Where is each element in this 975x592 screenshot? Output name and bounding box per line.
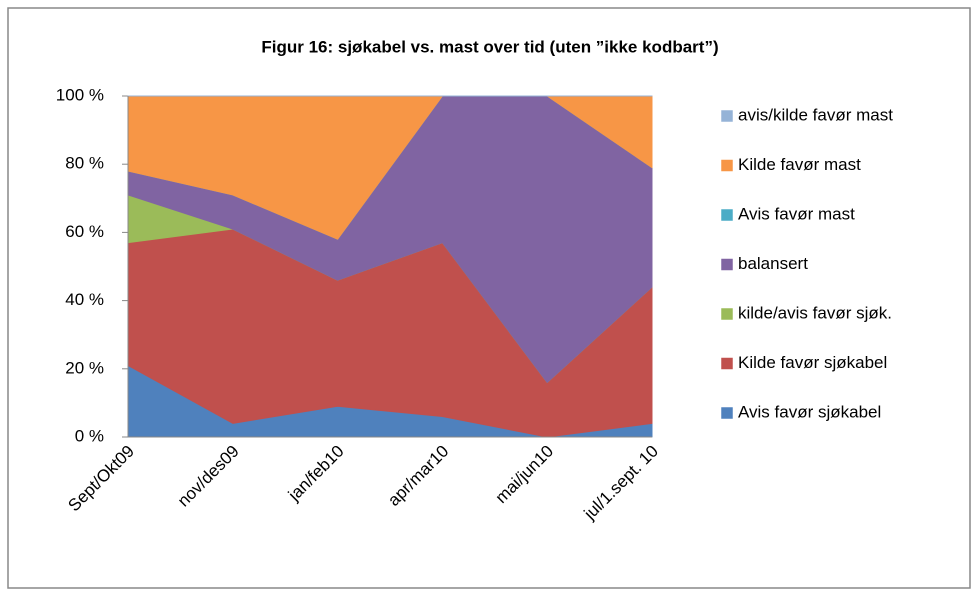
legend-swatch [720,357,734,370]
legend-label: balansert [738,254,808,273]
legend-label: Kilde favør sjøkabel [738,353,887,372]
legend-swatch [720,109,734,123]
legend-label: kilde/avis favør sjøk. [738,303,892,322]
legend-label: Avis favør mast [738,204,855,223]
legend-swatch [720,406,734,420]
y-tick-label: 0 % [75,426,104,445]
legend-label: avis/kilde favør mast [738,105,893,124]
y-tick-label: 100 % [56,85,104,104]
legend-swatch [720,159,734,172]
legend-label: Avis favør sjøkabel [738,402,881,421]
y-tick-label: 80 % [65,154,104,173]
legend-swatch [720,208,734,222]
legend-swatch [720,307,734,321]
y-tick-label: 20 % [65,358,104,377]
legend-swatch [720,258,734,271]
y-tick-label: 60 % [65,222,104,241]
chart-title: Figur 16: sjøkabel vs. mast over tid (ut… [261,37,718,56]
y-tick-label: 40 % [65,290,104,309]
legend-label: Kilde favør mast [738,155,861,174]
